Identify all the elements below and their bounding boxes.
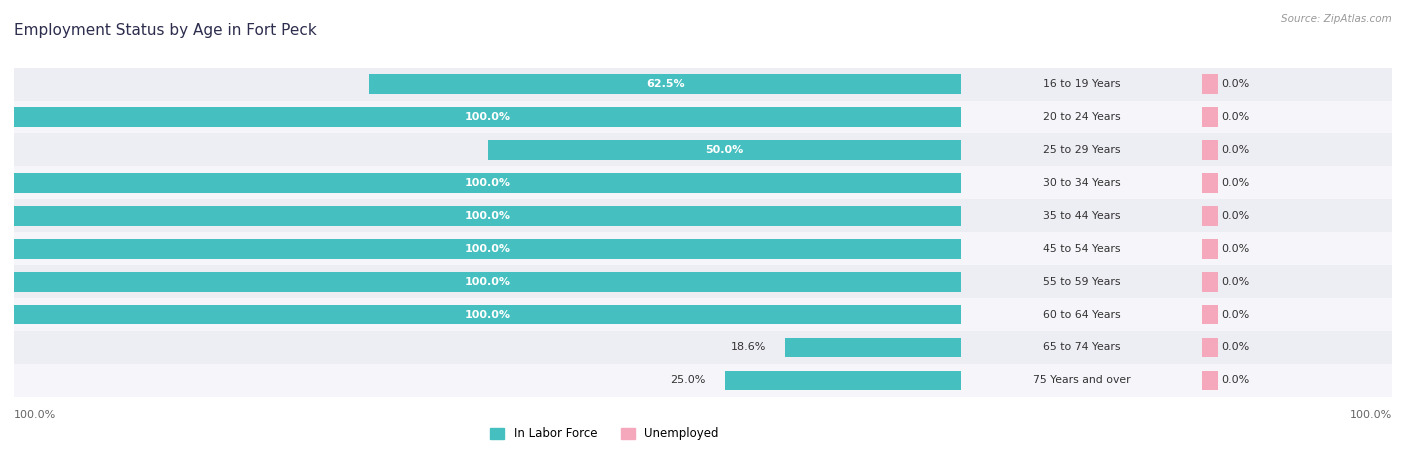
Text: 25 to 29 Years: 25 to 29 Years [1043, 145, 1121, 155]
Text: 60 to 64 Years: 60 to 64 Years [1043, 309, 1121, 320]
Bar [14, 206, 962, 226]
Bar [14, 173, 962, 193]
Text: 55 to 59 Years: 55 to 59 Years [1043, 276, 1121, 287]
Bar [14, 305, 962, 324]
Legend: In Labor Force, Unemployed: In Labor Force, Unemployed [485, 423, 724, 445]
Text: 20 to 24 Years: 20 to 24 Years [1043, 112, 1121, 122]
Bar [1202, 199, 1392, 232]
Bar [1202, 272, 1218, 291]
Bar [14, 265, 962, 298]
Text: 0.0%: 0.0% [1222, 79, 1250, 89]
Bar [14, 232, 962, 265]
Bar [14, 364, 962, 397]
Bar [962, 133, 1202, 166]
Bar [962, 68, 1202, 101]
Bar [962, 331, 1202, 364]
Text: 50.0%: 50.0% [706, 145, 744, 155]
Text: 100.0%: 100.0% [1350, 410, 1392, 420]
Text: 100.0%: 100.0% [14, 410, 56, 420]
Bar [14, 133, 962, 166]
Text: 30 to 34 Years: 30 to 34 Years [1043, 178, 1121, 188]
Bar [962, 101, 1202, 133]
Bar [14, 298, 962, 331]
Text: Source: ZipAtlas.com: Source: ZipAtlas.com [1281, 14, 1392, 23]
Bar [14, 199, 962, 232]
Bar [962, 166, 1202, 199]
Bar [370, 74, 962, 94]
Bar [1202, 166, 1392, 199]
Text: 0.0%: 0.0% [1222, 112, 1250, 122]
Bar [1202, 68, 1392, 101]
Text: 65 to 74 Years: 65 to 74 Years [1043, 342, 1121, 353]
Bar [14, 166, 962, 199]
Text: 100.0%: 100.0% [465, 112, 510, 122]
Text: 18.6%: 18.6% [731, 342, 766, 353]
Bar [1202, 371, 1218, 390]
Bar [14, 331, 962, 364]
Bar [962, 232, 1202, 265]
Text: 0.0%: 0.0% [1222, 276, 1250, 287]
Bar [1202, 338, 1218, 357]
Bar [1202, 305, 1218, 324]
Bar [14, 68, 962, 101]
Text: 0.0%: 0.0% [1222, 244, 1250, 254]
Text: 0.0%: 0.0% [1222, 309, 1250, 320]
Bar [1202, 74, 1218, 94]
Bar [962, 364, 1202, 397]
Text: 62.5%: 62.5% [645, 79, 685, 89]
Text: 16 to 19 Years: 16 to 19 Years [1043, 79, 1121, 89]
Bar [1202, 173, 1218, 193]
Text: 0.0%: 0.0% [1222, 375, 1250, 386]
Text: 25.0%: 25.0% [671, 375, 706, 386]
Text: 100.0%: 100.0% [465, 211, 510, 221]
Bar [14, 107, 962, 127]
Bar [488, 140, 962, 160]
Bar [1202, 331, 1392, 364]
Bar [1202, 206, 1218, 226]
Bar [1202, 232, 1392, 265]
Bar [1202, 239, 1218, 258]
Bar [1202, 133, 1392, 166]
Bar [1202, 107, 1218, 127]
Bar [1202, 298, 1392, 331]
Bar [724, 371, 962, 390]
Bar [1202, 140, 1218, 160]
Text: 100.0%: 100.0% [465, 178, 510, 188]
Text: 0.0%: 0.0% [1222, 211, 1250, 221]
Bar [1202, 101, 1392, 133]
Bar [962, 265, 1202, 298]
Bar [962, 199, 1202, 232]
Text: 45 to 54 Years: 45 to 54 Years [1043, 244, 1121, 254]
Bar [1202, 265, 1392, 298]
Text: 35 to 44 Years: 35 to 44 Years [1043, 211, 1121, 221]
Bar [962, 298, 1202, 331]
Text: Employment Status by Age in Fort Peck: Employment Status by Age in Fort Peck [14, 23, 316, 37]
Text: 0.0%: 0.0% [1222, 145, 1250, 155]
Bar [14, 239, 962, 258]
Text: 75 Years and over: 75 Years and over [1033, 375, 1130, 386]
Text: 0.0%: 0.0% [1222, 178, 1250, 188]
Bar [785, 338, 962, 357]
Text: 100.0%: 100.0% [465, 244, 510, 254]
Bar [1202, 364, 1392, 397]
Text: 100.0%: 100.0% [465, 309, 510, 320]
Bar [14, 101, 962, 133]
Text: 0.0%: 0.0% [1222, 342, 1250, 353]
Text: 100.0%: 100.0% [465, 276, 510, 287]
Bar [14, 272, 962, 291]
